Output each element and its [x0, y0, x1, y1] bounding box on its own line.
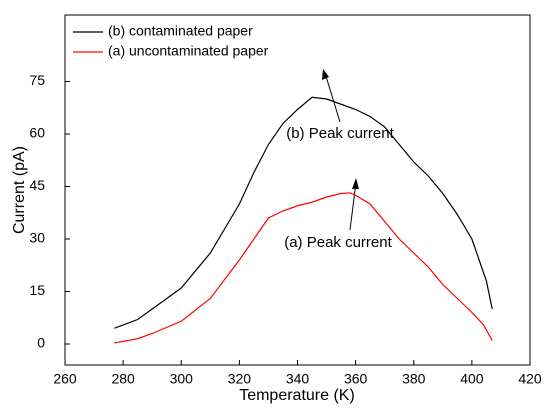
x-tick-label: 320 — [228, 371, 252, 387]
y-tick-label: 0 — [37, 335, 45, 351]
x-tick-label: 340 — [286, 371, 310, 387]
x-tick-label: 380 — [402, 371, 426, 387]
y-tick-label: 15 — [29, 282, 45, 298]
x-tick-label: 360 — [344, 371, 368, 387]
annotation: (a) Peak current — [284, 234, 392, 251]
line-series — [114, 96, 493, 329]
legend-label: (b) contaminated paper — [108, 23, 253, 39]
x-tick-label: 280 — [111, 371, 135, 387]
plot-frame — [64, 14, 531, 366]
x-tick-label: 300 — [170, 371, 194, 387]
line-series — [114, 192, 493, 344]
x-tick-label: 260 — [53, 371, 77, 387]
arrowhead — [322, 69, 329, 80]
y-tick-label: 75 — [29, 72, 45, 88]
arrow — [324, 72, 341, 123]
y-tick-label: 45 — [29, 177, 45, 193]
arrowhead — [352, 178, 359, 189]
legend-label: (a) uncontaminated paper — [108, 43, 269, 59]
y-axis-label: Current (pA) — [11, 146, 28, 234]
y-tick-label: 30 — [29, 230, 45, 246]
arrow — [349, 181, 357, 231]
x-tick-label: 420 — [518, 371, 542, 387]
y-tick-label: 60 — [29, 125, 45, 141]
annotation: (b) Peak current — [286, 125, 394, 142]
x-axis-label: Temperature (K) — [239, 387, 355, 404]
x-tick-label: 400 — [460, 371, 484, 387]
